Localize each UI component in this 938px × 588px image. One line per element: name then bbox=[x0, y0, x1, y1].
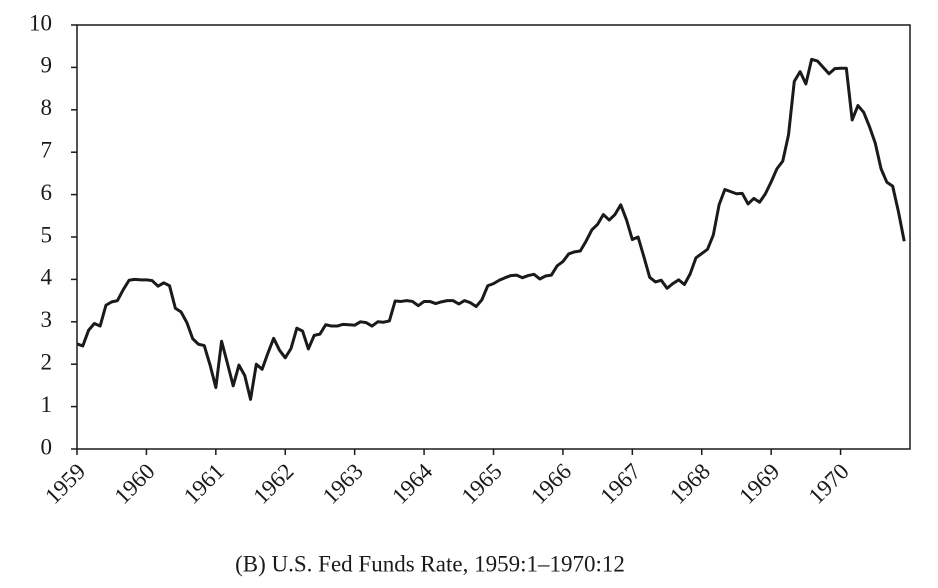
y-tick-label: 5 bbox=[41, 222, 53, 247]
y-tick-label: 4 bbox=[41, 265, 53, 290]
data-line bbox=[76, 57, 906, 401]
y-tick-label: 7 bbox=[41, 137, 53, 162]
y-tick-label: 6 bbox=[41, 180, 53, 205]
x-tick-label: 1960 bbox=[109, 459, 159, 509]
caption: (B) U.S. Fed Funds Rate, 1959:1–1970:12 bbox=[235, 551, 625, 576]
x-tick-label: 1963 bbox=[318, 459, 368, 509]
y-tick-label: 9 bbox=[41, 53, 53, 78]
y-tick-label: 10 bbox=[29, 10, 52, 35]
x-tick-label: 1967 bbox=[595, 459, 645, 509]
x-tick-label: 1961 bbox=[179, 459, 229, 509]
x-tick-label: 1968 bbox=[665, 459, 715, 509]
x-tick-label: 1965 bbox=[457, 459, 507, 509]
x-tick-label: 1964 bbox=[387, 458, 438, 509]
y-tick-label: 2 bbox=[41, 349, 53, 374]
x-tick-label: 1969 bbox=[734, 459, 784, 509]
y-tick-label: 0 bbox=[41, 434, 53, 459]
x-tick-label: 1966 bbox=[526, 459, 576, 509]
y-tick-label: 1 bbox=[41, 392, 53, 417]
x-tick-label: 1970 bbox=[804, 459, 854, 509]
x-tick-label: 1959 bbox=[40, 459, 90, 509]
y-tick-label: 8 bbox=[41, 95, 53, 120]
x-tick-label: 1962 bbox=[248, 459, 298, 509]
plot-frame bbox=[76, 24, 911, 450]
y-tick-label: 3 bbox=[41, 307, 53, 332]
